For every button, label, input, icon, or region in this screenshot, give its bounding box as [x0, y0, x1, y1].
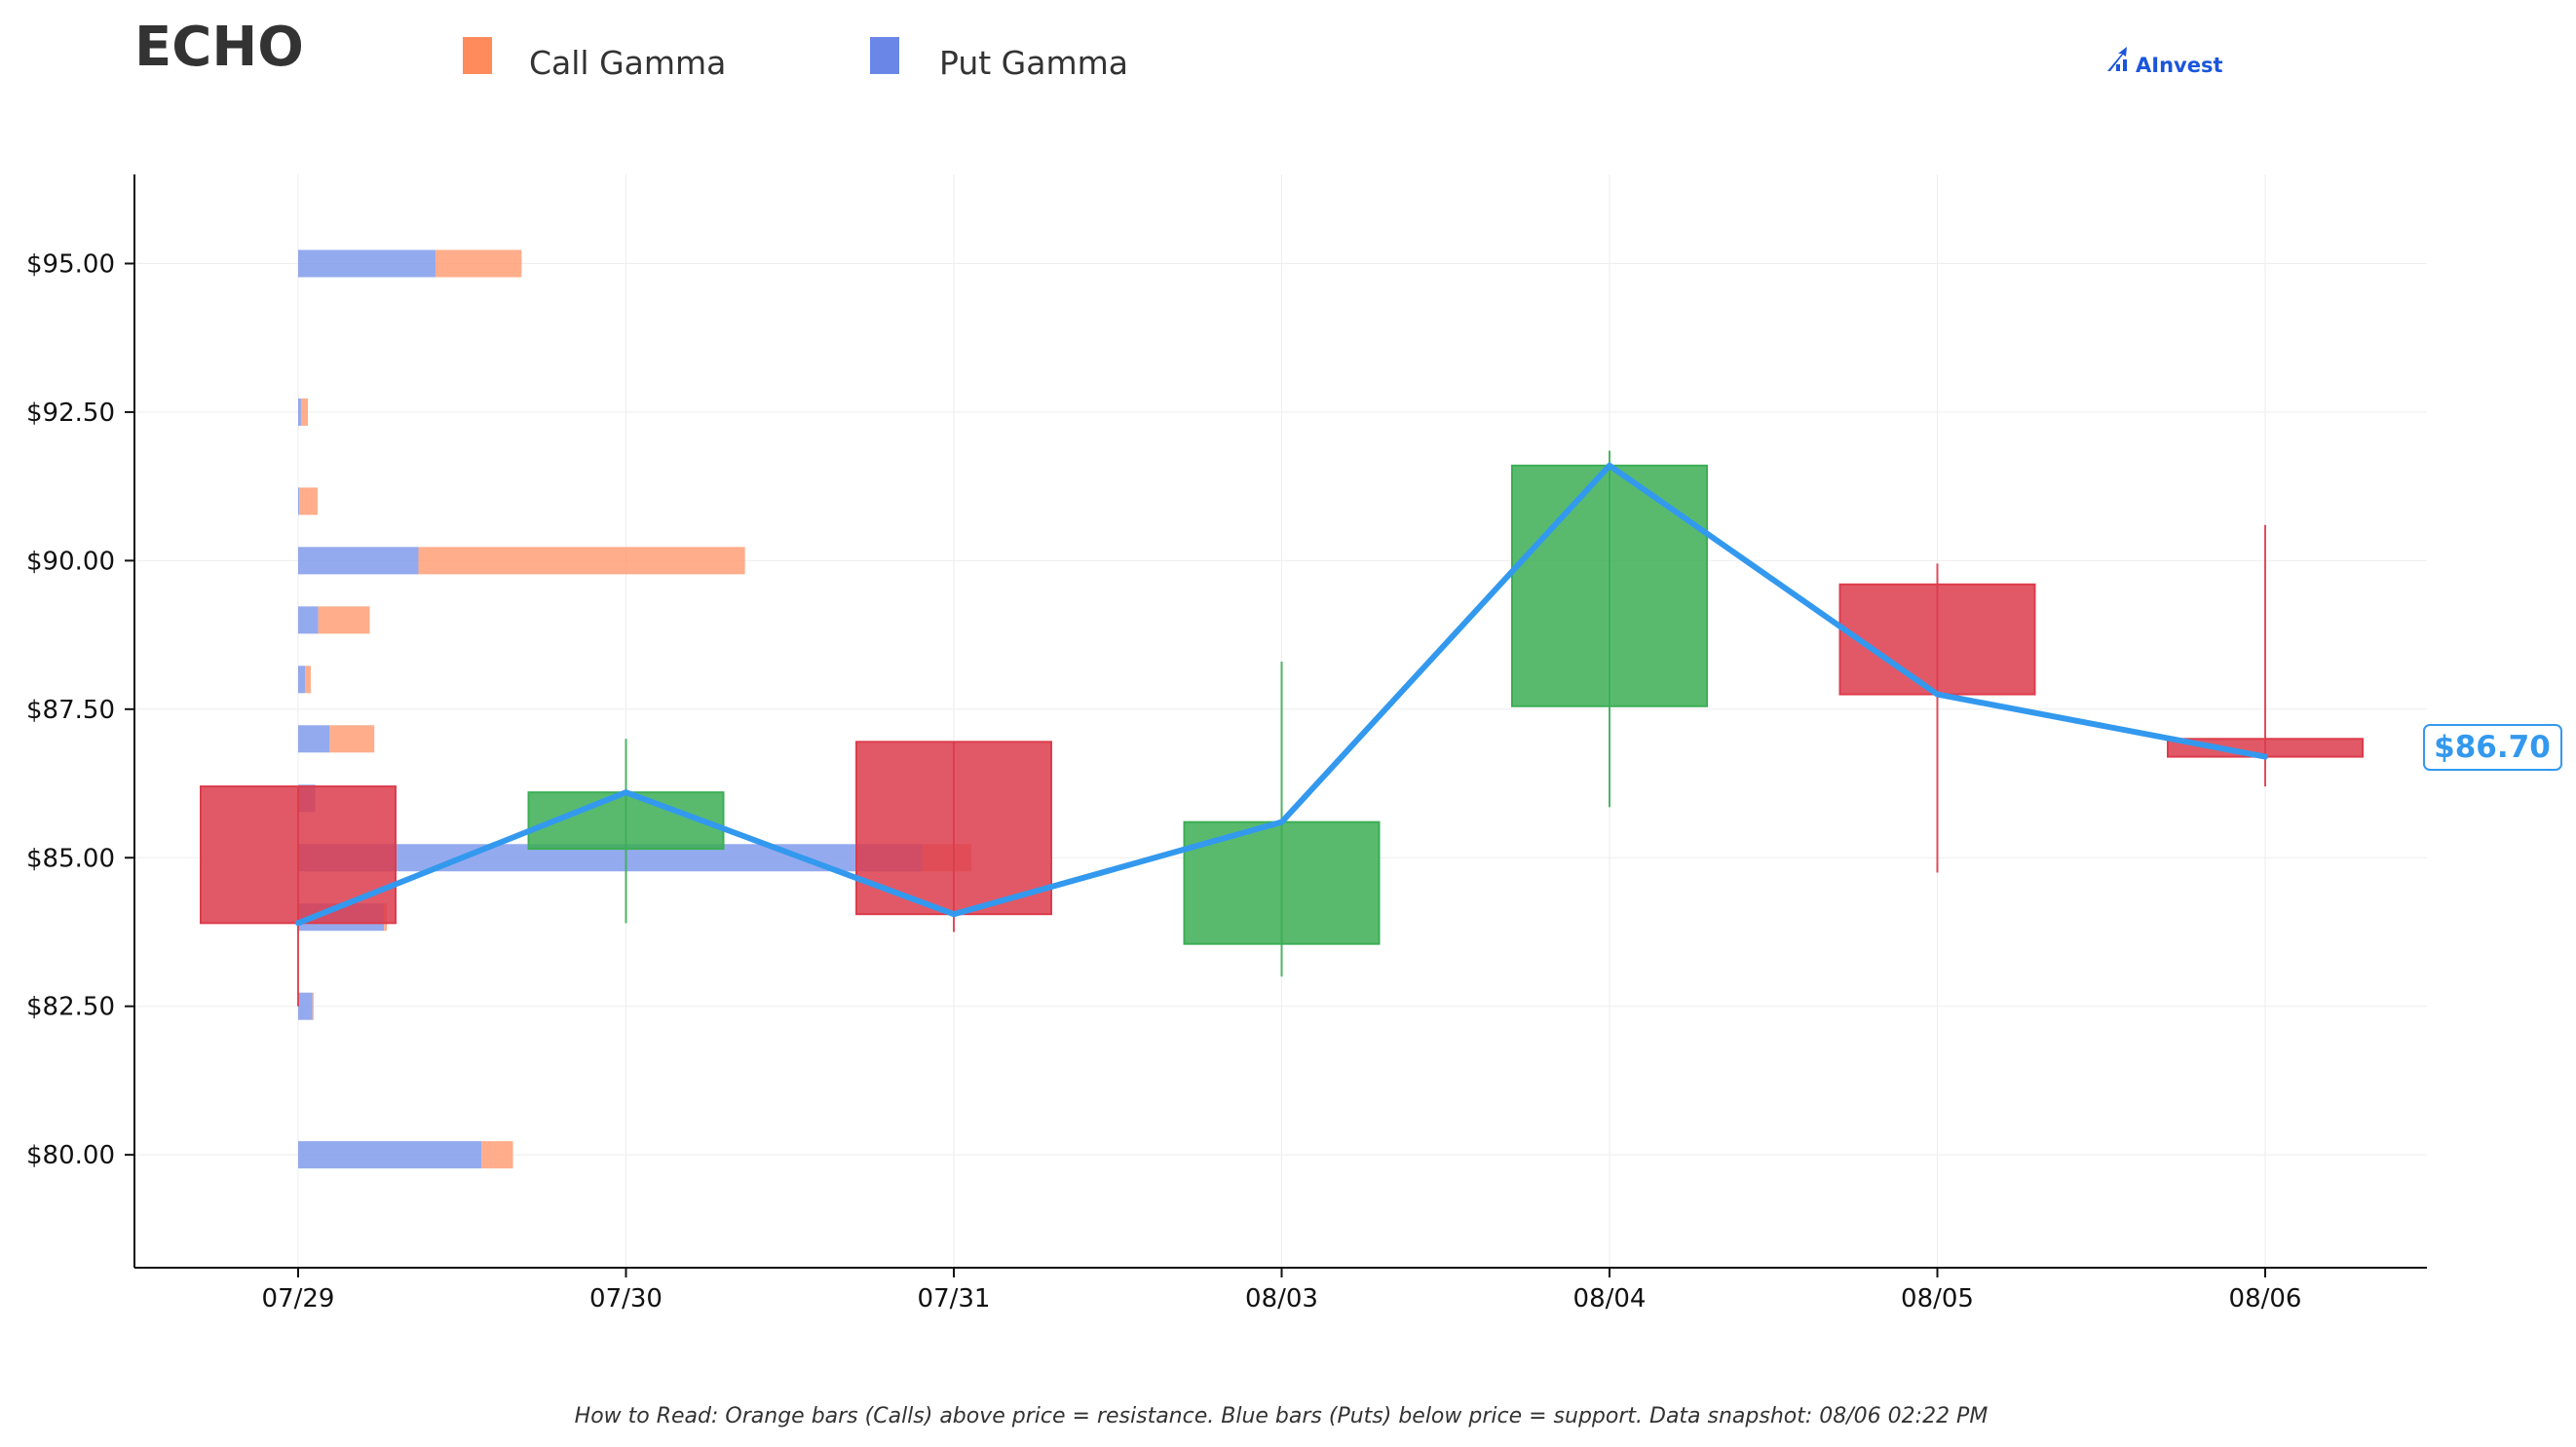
put-gamma-bar: [298, 666, 306, 694]
candle-body: [1838, 583, 2036, 696]
put-gamma-bar: [298, 547, 419, 575]
call-gamma-bar: [481, 1141, 513, 1169]
put-gamma-bar: [298, 249, 436, 278]
put-gamma-bar: [298, 992, 313, 1020]
ainvest-logo-icon: [2107, 47, 2127, 71]
put-gamma-bar: [298, 1141, 482, 1169]
call-gamma-bar: [436, 249, 522, 278]
brand-name: AInvest: [2136, 54, 2223, 77]
legend-call-gamma-label: Call Gamma: [529, 44, 726, 82]
call-gamma-bar: [329, 725, 375, 753]
candlesticks: [200, 450, 2364, 1007]
call-gamma-bar: [305, 666, 311, 694]
current-price-tag: $86.70: [2423, 724, 2562, 771]
y-tick-label: $87.50: [26, 696, 115, 725]
y-tick-label: $85.00: [26, 844, 115, 873]
call-gamma-bar: [318, 606, 370, 634]
candle-body: [200, 785, 397, 925]
legend-call-gamma-swatch: [463, 37, 492, 74]
x-tick-label: 07/30: [589, 1284, 663, 1314]
y-tick-label: $92.50: [26, 399, 115, 428]
current-price-label: $86.70: [2434, 730, 2551, 765]
y-axis-ticks: $80.00 $82.50 $85.00 $87.50 $90.00 $92.50 $95.…: [26, 249, 134, 1170]
put-gamma-bar: [298, 725, 330, 753]
ainvest-logo: AInvest: [2107, 47, 2223, 77]
call-gamma-bar: [418, 547, 745, 575]
call-gamma-bar: [300, 398, 308, 426]
put-gamma-bar: [298, 606, 319, 634]
x-tick-label: 08/06: [2229, 1284, 2302, 1314]
current-price-box: [2423, 724, 2562, 771]
close-line-path: [295, 462, 2268, 927]
y-tick-label: $80.00: [26, 1141, 115, 1170]
x-axis-ticks: 07/29 07/30 07/31 08/03 08/04 08/05 08/06: [262, 1268, 2302, 1314]
candle-body: [855, 741, 1052, 916]
x-tick-label: 07/31: [918, 1284, 991, 1314]
call-gamma-bar: [299, 487, 318, 515]
y-tick-label: $82.50: [26, 993, 115, 1022]
legend: Call Gamma Put Gamma: [463, 37, 1128, 82]
close-price-line: [295, 462, 2268, 927]
x-tick-label: 08/05: [1901, 1284, 1974, 1314]
put-gamma-bar: [298, 398, 301, 426]
x-tick-label: 08/03: [1245, 1284, 1318, 1314]
x-tick-label: 07/29: [262, 1284, 335, 1314]
y-tick-label: $95.00: [26, 249, 115, 279]
call-gamma-bar: [312, 992, 314, 1020]
y-tick-label: $90.00: [26, 547, 115, 576]
how-to-read-footnote: How to Read: Orange bars (Calls) above p…: [575, 1404, 1989, 1428]
legend-put-gamma-label: Put Gamma: [939, 44, 1128, 82]
legend-put-gamma-swatch: [870, 37, 899, 74]
put-gamma-bar: [298, 487, 300, 515]
x-tick-label: 08/04: [1573, 1284, 1647, 1314]
chart-title: ECHO: [134, 16, 304, 79]
candle-body: [1511, 464, 1708, 707]
